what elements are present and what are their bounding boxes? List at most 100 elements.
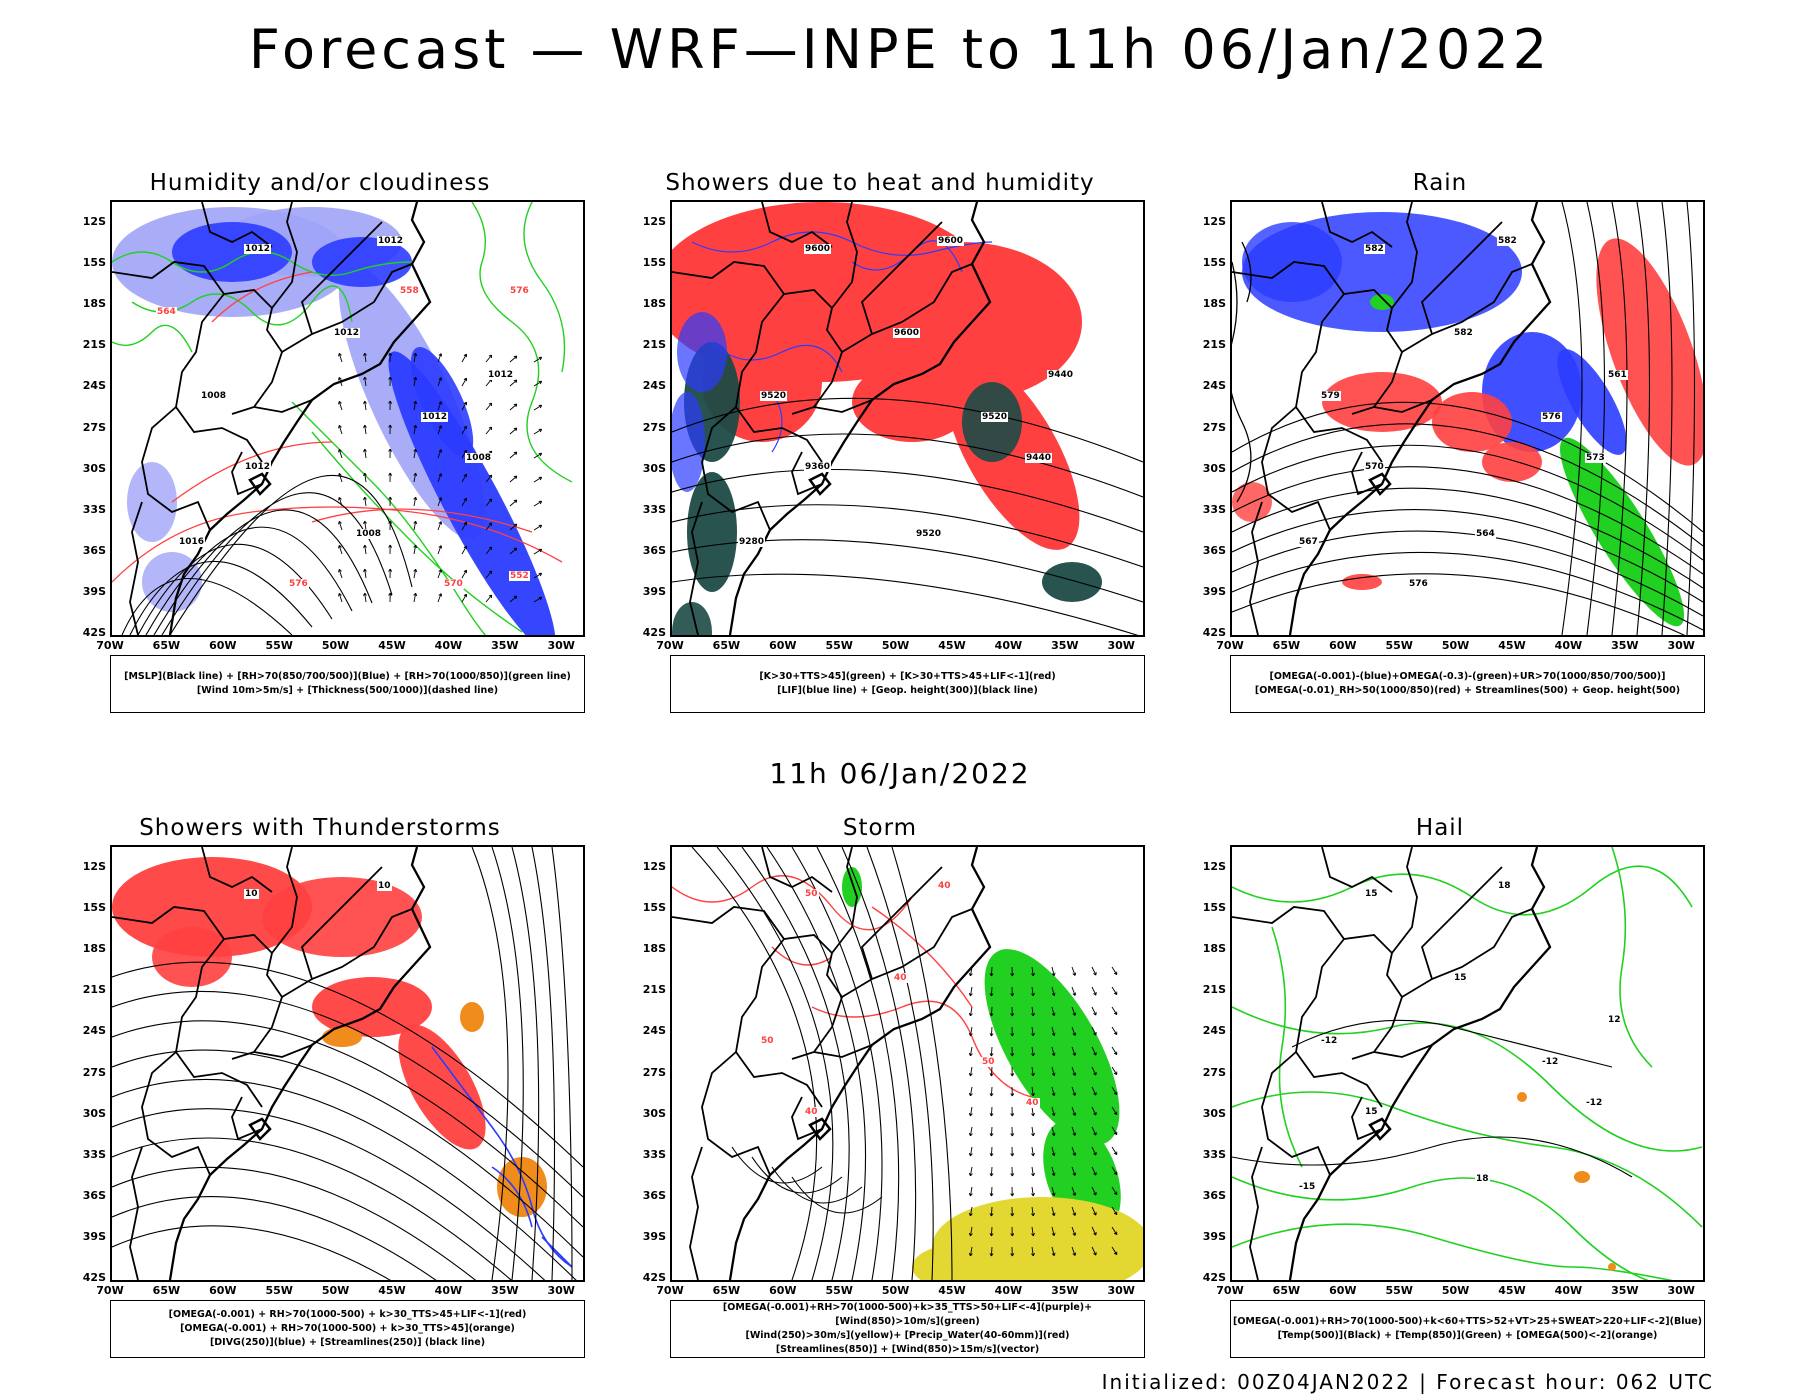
lat-label: 15S xyxy=(642,901,666,915)
contour-label: 1012 xyxy=(244,244,272,254)
lat-label: 21S xyxy=(82,338,106,352)
contour-label: 9520 xyxy=(915,529,943,539)
contour-label: 15 xyxy=(1453,973,1468,983)
contour-label: 40 xyxy=(937,881,952,891)
lon-label: 45W xyxy=(938,1284,966,1297)
legend-line: [DIVG(250)](blue) + [Streamlines(250)] (… xyxy=(209,1337,486,1348)
contour-label: 18 xyxy=(1475,1174,1490,1184)
lon-axis: 70W 65W 60W 55W 50W 45W 40W 35W 30W xyxy=(96,1284,596,1298)
panel-title: Rain xyxy=(1412,170,1468,196)
contour-label: 576 xyxy=(509,286,530,296)
contour-label: 50 xyxy=(981,1057,996,1067)
legend-line: [Wind 10m>5m/s] + [Thickness(500/1000)](… xyxy=(196,685,499,696)
legend-line: [OMEGA(-0.001)-(blue)+OMEGA(-0.3)-(green… xyxy=(1269,671,1666,682)
lat-label: 27S xyxy=(642,420,666,434)
lon-label: 60W xyxy=(769,1284,797,1297)
lon-label: 65W xyxy=(1272,639,1301,652)
contour-label: 561 xyxy=(1607,370,1628,380)
lat-label: 30S xyxy=(82,461,106,475)
lon-label: 70W xyxy=(656,639,684,652)
lat-label: 24S xyxy=(82,379,106,393)
lon-axis: 70W 65W 60W 55W 50W 45W 40W 35W 30W xyxy=(1216,639,1716,653)
lon-label: 40W xyxy=(434,639,463,652)
contour-label: 18 xyxy=(1497,881,1512,891)
lon-axis: 70W 65W 60W 55W 50W 45W 40W 35W 30W xyxy=(96,639,596,653)
contour-label: 1008 xyxy=(355,529,383,539)
contour-label: 9520 xyxy=(981,412,1009,422)
lat-label: 15S xyxy=(642,256,666,270)
lon-label: 45W xyxy=(938,639,966,652)
legend-box: [OMEGA(-0.001)+RH>70(1000-500)+k<60+TTS>… xyxy=(1230,1300,1705,1358)
lon-label: 55W xyxy=(265,1284,293,1297)
contour-label: 9360 xyxy=(804,462,832,472)
contour-label: 1012 xyxy=(377,236,405,246)
lat-label: 12S xyxy=(82,215,106,228)
contour-label: 582 xyxy=(1497,236,1518,246)
contour-label: 9520 xyxy=(760,391,788,401)
lat-label: 33S xyxy=(642,502,666,516)
lon-label: 40W xyxy=(1554,1284,1583,1297)
panel-title: Showers due to heat and humidity xyxy=(665,170,1095,196)
lat-label: 42S xyxy=(82,626,106,639)
contour-label: 10 xyxy=(377,881,392,891)
panel-title: Showers with Thunderstorms xyxy=(139,815,501,841)
lon-label: 35W xyxy=(1611,1284,1639,1297)
contour-label: 552 xyxy=(509,571,530,581)
panel-thunderstorms: Showers with Thunderstorms 12S 15S 18S 21S 24… xyxy=(60,815,585,1385)
init-footer: Initialized: 00Z04JAN2022 | Forecast hou… xyxy=(1101,1370,1714,1394)
lon-label: 55W xyxy=(1385,1284,1413,1297)
lat-label: 42S xyxy=(642,1271,666,1284)
lat-label: 33S xyxy=(82,502,106,516)
lon-label: 40W xyxy=(994,1284,1023,1297)
contour-label: 9600 xyxy=(937,236,965,246)
contour-label: 564 xyxy=(156,307,177,317)
lon-label: 55W xyxy=(1385,639,1413,652)
lat-label: 30S xyxy=(642,1106,666,1120)
lon-label: 60W xyxy=(209,639,237,652)
contour-label: 570 xyxy=(1364,462,1385,472)
map-thunderstorms: 10 10 xyxy=(110,845,585,1282)
lon-label: 50W xyxy=(321,1284,350,1297)
lat-label: 21S xyxy=(1202,338,1226,352)
contour-label: 9280 xyxy=(738,537,766,547)
lon-label: 30W xyxy=(1107,1284,1135,1297)
lat-label: 18S xyxy=(1202,297,1226,311)
lon-label: 35W xyxy=(1051,1284,1079,1297)
lat-label: 39S xyxy=(1202,584,1226,598)
contour-label: -12 xyxy=(1320,1036,1339,1046)
map-humidity: 1012 1012 1012 1008 1012 1008 1012 1016 1008 1012… xyxy=(110,200,585,637)
lon-axis: 70W 65W 60W 55W 50W 45W 40W 35W 30W xyxy=(656,639,1156,653)
legend-box: [OMEGA(-0.001) + RH>70(1000-500) + k>30_… xyxy=(110,1300,585,1358)
lat-label: 18S xyxy=(642,942,666,956)
lat-label: 33S xyxy=(82,1147,106,1161)
contour-label: 582 xyxy=(1453,328,1474,338)
lat-label: 18S xyxy=(82,297,106,311)
legend-line: [OMEGA(-0.001) + RH>70(1000-500) + k>30_… xyxy=(168,1309,527,1320)
map-graphics xyxy=(672,847,1143,1280)
lat-label: 15S xyxy=(82,256,106,270)
lat-label: 39S xyxy=(642,584,666,598)
lon-label: 45W xyxy=(1498,1284,1526,1297)
legend-line: [LIF](blue line) + [Geop. height(300)](b… xyxy=(777,685,1038,696)
lon-label: 60W xyxy=(1329,639,1357,652)
lat-label: 33S xyxy=(1202,1147,1226,1161)
lat-label: 36S xyxy=(642,543,666,557)
lat-label: 42S xyxy=(1202,626,1226,639)
contour-label: -12 xyxy=(1541,1057,1560,1067)
lon-label: 60W xyxy=(769,639,797,652)
lon-label: 50W xyxy=(1441,639,1470,652)
map-graphics xyxy=(1232,202,1703,635)
contour-label: 1012 xyxy=(244,462,272,472)
contour-label: 10 xyxy=(244,889,259,899)
lat-label: 12S xyxy=(82,860,106,873)
map-rain: 582 582 582 579 576 573 570 567 564 561 576 xyxy=(1230,200,1705,637)
lon-label: 35W xyxy=(1051,639,1079,652)
contour-label: 50 xyxy=(804,889,819,899)
main-title: Forecast — WRF—INPE to 11h 06/Jan/2022 xyxy=(248,18,1552,81)
lon-label: 40W xyxy=(1554,639,1583,652)
lat-label: 36S xyxy=(642,1188,666,1202)
contour-label: 576 xyxy=(1541,412,1562,422)
contour-label: 1012 xyxy=(487,370,515,380)
contour-label: 1012 xyxy=(333,328,361,338)
lat-label: 12S xyxy=(642,860,666,873)
